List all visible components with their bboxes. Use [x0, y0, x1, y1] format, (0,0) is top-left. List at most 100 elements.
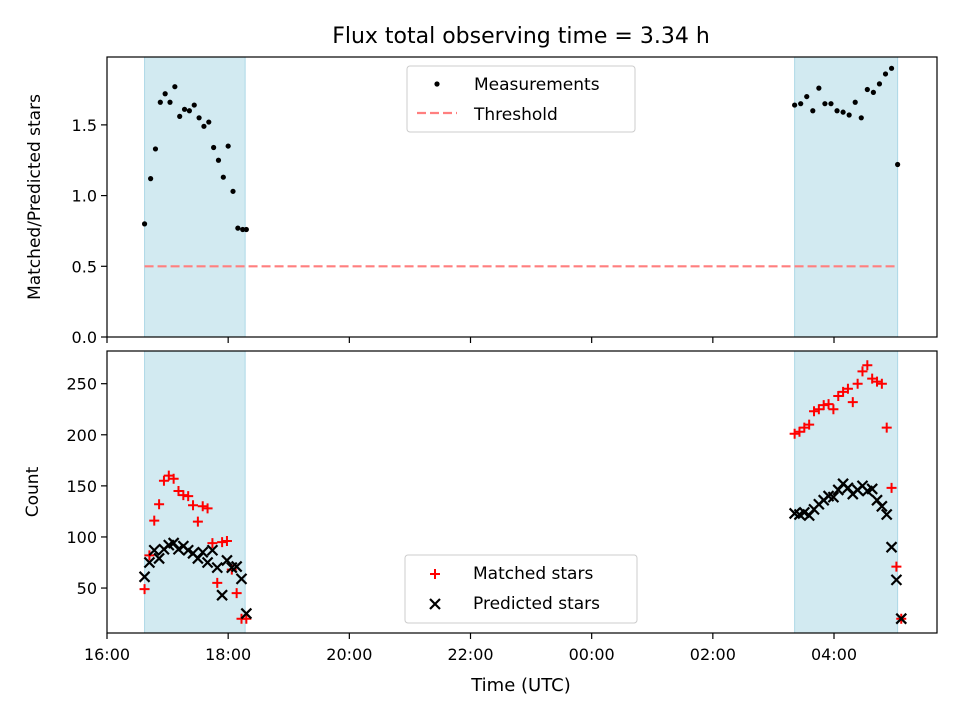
matched-star-point	[212, 577, 223, 588]
measurement-point	[181, 106, 188, 112]
matched-star-point	[847, 397, 858, 408]
y-axis-label: Matched/Predicted stars	[25, 94, 45, 300]
measurement-point	[852, 99, 858, 105]
y-tick-label: 1.0	[72, 187, 97, 206]
legend-label: Threshold	[473, 105, 558, 125]
y-tick-label: 0.0	[72, 328, 97, 347]
y-tick-label: 100	[66, 528, 97, 547]
y-tick-label: 200	[66, 426, 97, 445]
measurement-point	[882, 71, 889, 77]
measurement-point	[141, 221, 148, 227]
measurement-point	[895, 161, 901, 168]
matched-star-point	[886, 482, 897, 493]
measurement-point	[804, 93, 810, 100]
predicted-star-point	[230, 560, 243, 573]
legend-matched-marker	[430, 569, 440, 579]
matched-star-point	[158, 475, 169, 486]
legend-measurement-marker	[434, 81, 440, 87]
measurement-point	[148, 176, 154, 182]
measurement-point	[167, 99, 173, 105]
axes-frame	[106, 56, 938, 338]
measurement-point	[816, 85, 822, 91]
y-tick-label: 1.5	[72, 116, 97, 135]
measurement-point	[177, 113, 183, 119]
x-tick-label: 16:00	[84, 645, 130, 664]
measurement-point	[162, 91, 168, 97]
measurement-point	[201, 123, 207, 129]
measurement-point	[186, 108, 192, 114]
x-tick-label: 04:00	[811, 645, 857, 664]
legend-label: Matched stars	[473, 564, 593, 584]
measurement-point	[211, 144, 217, 151]
predicted-star-point	[138, 571, 151, 583]
measurement-point	[230, 188, 236, 194]
star-count-panel: 50 100 150 200 250 16:00 18:00 20:00 22:00 00:00 0…	[23, 350, 938, 664]
x-tick-label: 00:00	[569, 645, 615, 664]
matched-star-point	[207, 538, 218, 549]
x-tick-label: 22:00	[447, 645, 493, 664]
predicted-star-point	[211, 561, 224, 574]
legend: Measurements Threshold	[406, 65, 636, 133]
legend-predicted-marker	[429, 598, 441, 610]
y-tick-label: 0.5	[72, 257, 97, 276]
observing-window-1	[144, 56, 246, 338]
axes-frame	[106, 350, 938, 634]
chart-title: Flux total observing time = 3.34 h	[332, 24, 710, 49]
matched-star-point	[881, 422, 892, 433]
predicted-star-point	[153, 552, 165, 565]
measurement-point	[876, 81, 883, 87]
matched-star-point	[852, 378, 863, 389]
measurement-point	[225, 143, 231, 149]
predicted-star-point	[201, 556, 214, 569]
legend-label: Measurements	[474, 75, 600, 95]
measurement-point	[191, 102, 197, 108]
observing-window-2	[794, 56, 899, 338]
y-tick-label: 250	[66, 375, 97, 394]
predicted-star-point	[235, 573, 248, 585]
measurement-point	[240, 226, 246, 233]
measurement-point	[822, 101, 828, 107]
predicted-star-point	[890, 574, 903, 586]
predicted-star-point	[895, 612, 908, 625]
measurement-point	[870, 89, 876, 95]
measurement-point	[798, 101, 804, 107]
legend-box	[406, 65, 636, 133]
measurement-point	[840, 109, 846, 115]
matched-star-point	[828, 404, 839, 415]
measurement-point	[834, 108, 840, 114]
measurement-point	[235, 225, 241, 231]
measurement-point	[888, 65, 895, 71]
observing-window-1	[144, 350, 246, 634]
measurement-point	[864, 86, 870, 93]
x-tick-label: 18:00	[205, 645, 251, 664]
matched-star-point	[891, 561, 902, 572]
y-tick-label: 50	[77, 579, 97, 598]
predicted-star-point	[148, 544, 161, 557]
matched-star-point	[876, 378, 887, 389]
flux-ratio-panel: 0.0 0.5 1.0 1.5 Matched/Predicted stars Measu…	[25, 56, 938, 347]
matched-star-point	[842, 383, 853, 394]
legend-box	[404, 554, 638, 624]
predicted-star-point	[827, 491, 840, 503]
matched-star-point	[818, 400, 829, 411]
predicted-star-point	[143, 556, 156, 569]
x-axis-label: Time (UTC)	[470, 675, 571, 696]
predicted-star-point	[196, 546, 209, 559]
x-tick-label: 02:00	[690, 645, 736, 664]
matched-star-point	[221, 536, 232, 547]
predicted-star-point	[206, 544, 219, 557]
predicted-star-point	[866, 483, 878, 495]
matched-star-point	[809, 406, 820, 417]
matched-star-point	[188, 500, 199, 511]
measurement-point	[206, 119, 212, 125]
matched-star-point	[823, 399, 834, 410]
matched-star-point	[139, 584, 150, 595]
observing-window-2	[794, 350, 899, 634]
predicted-star-point	[240, 607, 253, 620]
matched-star-point	[192, 516, 203, 527]
matched-star-point	[149, 515, 160, 526]
measurement-point	[243, 226, 249, 233]
measurement-point	[828, 101, 834, 107]
measurement-point	[196, 115, 202, 121]
